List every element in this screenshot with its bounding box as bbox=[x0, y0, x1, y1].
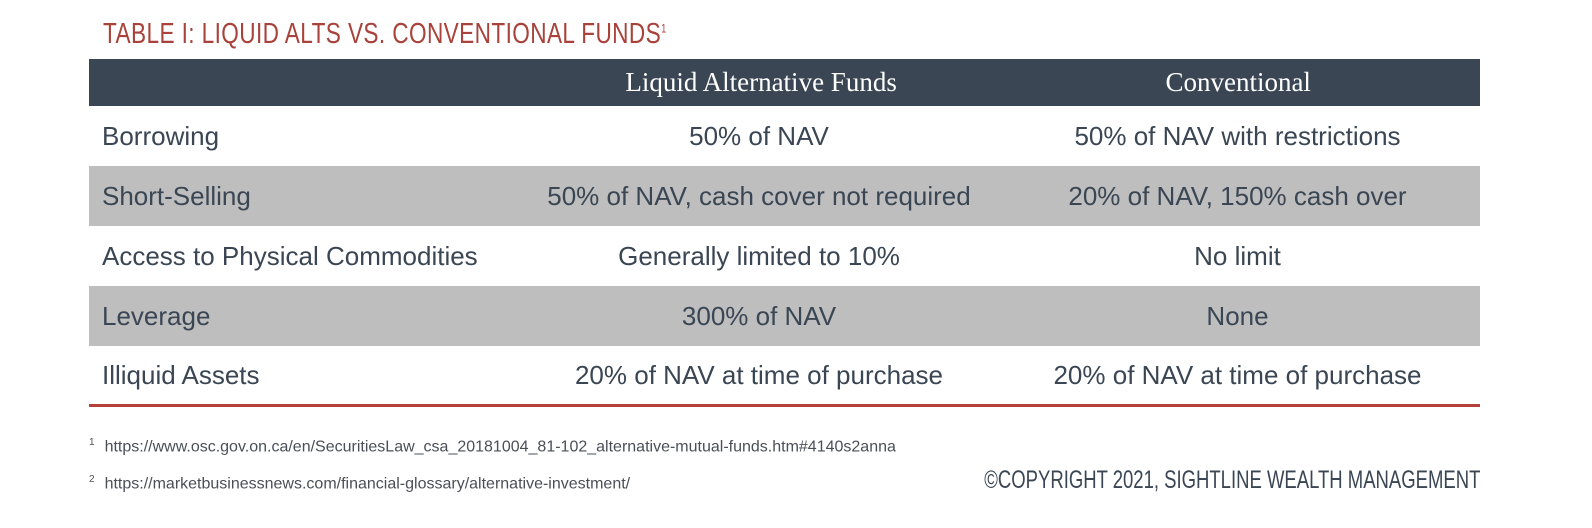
conventional-cell: None bbox=[1206, 300, 1269, 331]
header-conventional: Conventional bbox=[1165, 67, 1311, 97]
table-row: Short-Selling 50% of NAV, cash cover not… bbox=[89, 166, 1480, 226]
footnote-1: 1 https://www.osc.gov.on.ca/en/Securities… bbox=[89, 437, 896, 456]
conventional-cell: 20% of NAV at time of purchase bbox=[1053, 359, 1422, 390]
liquid-alt-cell: 50% of NAV bbox=[689, 120, 829, 151]
table-row: Leverage 300% of NAV None bbox=[89, 286, 1480, 346]
table-header: Liquid Alternative Funds Conventional bbox=[89, 59, 1480, 106]
table-row: Borrowing 50% of NAV 50% of NAV with res… bbox=[89, 106, 1480, 166]
table-row: Illiquid Assets 20% of NAV at time of pu… bbox=[89, 346, 1480, 407]
liquid-alt-cell: 300% of NAV bbox=[681, 300, 837, 331]
row-label: Illiquid Assets bbox=[102, 359, 260, 390]
footnote-number: 2 bbox=[89, 474, 95, 485]
copyright-notice: ©COPYRIGHT 2021, SIGHTLINE WEALTH MANAGE… bbox=[983, 466, 1480, 494]
page-title: TABLE I: LIQUID ALTS VS. CONVENTIONAL FU… bbox=[103, 18, 667, 51]
footnote-2: 2 https://marketbusinessnews.com/financia… bbox=[89, 474, 630, 493]
comparison-table: Liquid Alternative Funds Conventional Bo… bbox=[89, 59, 1480, 407]
conventional-cell: No limit bbox=[1194, 240, 1281, 271]
footnote-link[interactable]: https://www.osc.gov.on.ca/en/SecuritiesL… bbox=[104, 438, 896, 456]
conventional-cell: 20% of NAV, 150% cash over bbox=[1068, 180, 1407, 211]
title-text: TABLE I: LIQUID ALTS VS. CONVENTIONAL FU… bbox=[103, 18, 662, 50]
footnote-link[interactable]: https://marketbusinessnews.com/financial… bbox=[104, 475, 631, 493]
liquid-alt-cell: 50% of NAV, cash cover not required bbox=[547, 180, 971, 211]
row-label: Short-Selling bbox=[102, 180, 251, 211]
table-row: Access to Physical Commodities Generally… bbox=[89, 226, 1480, 286]
row-label: Leverage bbox=[102, 300, 211, 331]
row-label: Borrowing bbox=[102, 120, 220, 151]
footnote-number: 1 bbox=[89, 437, 95, 448]
header-liquid-alternative-funds: Liquid Alternative Funds bbox=[625, 67, 897, 97]
liquid-alt-cell: Generally limited to 10% bbox=[618, 240, 900, 271]
conventional-cell: 50% of NAV with restrictions bbox=[1074, 120, 1401, 151]
row-label: Access to Physical Commodities bbox=[102, 240, 478, 271]
liquid-alt-cell: 20% of NAV at time of purchase bbox=[574, 359, 944, 390]
title-footnote-ref: 1 bbox=[661, 21, 667, 36]
